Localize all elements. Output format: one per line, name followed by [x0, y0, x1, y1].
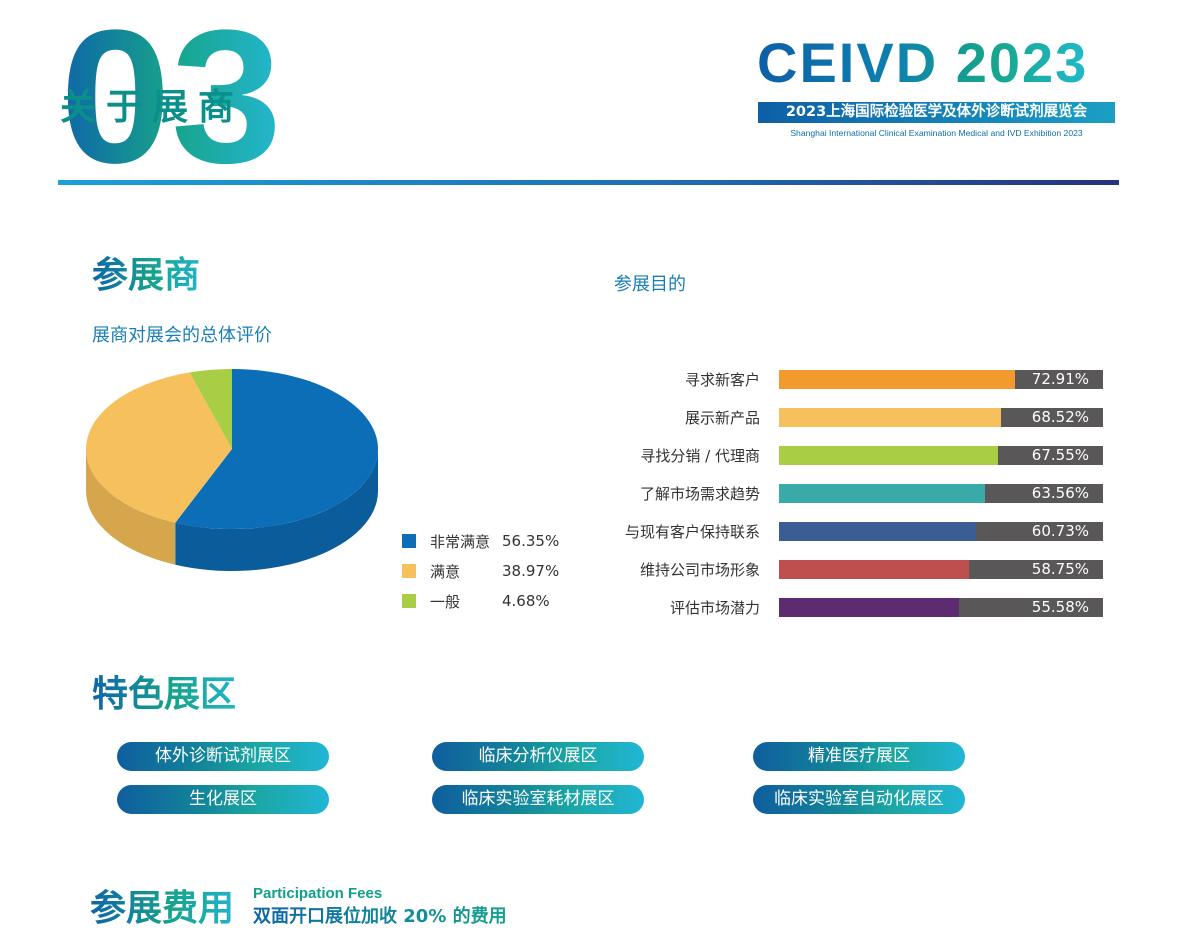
bar-category-label: 与现有客户保持联系 — [624, 523, 760, 541]
legend-value: 38.97% — [502, 562, 560, 580]
bar-fill — [779, 560, 970, 579]
bar-fill — [779, 522, 976, 541]
zone-biochemistry: 生化展区 — [117, 785, 329, 814]
header-divider — [58, 180, 1119, 185]
bar-fill — [779, 446, 998, 465]
bar-track: 68.52% — [779, 408, 1103, 427]
pie-side-0 — [175, 449, 378, 571]
bar-track: 63.56% — [779, 484, 1103, 503]
bar-category-label: 寻找分销 / 代理商 — [640, 447, 760, 465]
legend-swatch — [402, 564, 416, 578]
zones-heading: 特色展区 — [92, 665, 236, 717]
bar-category-label: 展示新产品 — [684, 409, 760, 427]
pie-legend-item: 非常满意 56.35% — [402, 531, 559, 551]
legend-swatch — [402, 534, 416, 548]
fees-note: 双面开口展位加收 20% 的费用 — [253, 902, 507, 928]
pie-legend-item: 一般 4.68% — [402, 591, 550, 611]
bar-category-label: 寻求新客户 — [684, 371, 760, 389]
bar-track: 72.91% — [779, 370, 1103, 389]
bar-track: 58.75% — [779, 560, 1103, 579]
bar-value-label: 72.91% — [1031, 370, 1089, 388]
bar-track: 67.55% — [779, 446, 1103, 465]
bar-value-label: 58.75% — [1031, 560, 1089, 578]
legend-label: 满意 — [430, 562, 461, 581]
bar-value-label: 67.55% — [1031, 446, 1089, 464]
bar-fill — [779, 598, 960, 617]
bar-category-label: 维持公司市场形象 — [639, 561, 760, 579]
brand-logo: CEIVD 2023 — [757, 31, 1089, 94]
fees-heading: 参展费用 — [90, 879, 234, 931]
legend-value: 4.68% — [502, 592, 550, 610]
bar-category-label: 评估市场潜力 — [669, 599, 760, 617]
zone-lab-automation: 临床实验室自动化展区 — [753, 785, 965, 814]
bar-value-label: 55.58% — [1031, 598, 1089, 616]
pie-slice-0 — [175, 369, 378, 529]
zone-clinical-analyzers: 临床分析仪展区 — [432, 742, 644, 771]
pie-slice-2 — [189, 369, 232, 449]
brand-english-name: Shanghai International Clinical Examinat… — [790, 128, 1083, 138]
bar-value-label: 60.73% — [1031, 522, 1089, 540]
legend-swatch — [402, 594, 416, 608]
pie-side-1 — [86, 449, 176, 565]
section-title: 关于展商 — [60, 87, 245, 128]
bar-value-label: 63.56% — [1031, 484, 1089, 502]
rating-subtitle: 展商对展会的总体评价 — [92, 325, 272, 346]
pie-legend-item: 满意 38.97% — [402, 561, 559, 581]
satisfaction-pie-chart — [85, 369, 378, 571]
exhibitors-heading: 参展商 — [92, 246, 200, 298]
zone-precision-medicine: 精准医疗展区 — [753, 742, 965, 771]
legend-label: 一般 — [430, 592, 461, 611]
section-number: 03 — [60, 10, 282, 180]
legend-label: 非常满意 — [430, 532, 491, 551]
bar-fill — [779, 370, 1016, 389]
bar-value-label: 68.52% — [1031, 408, 1089, 426]
zone-ivd-reagents: 体外诊断试剂展区 — [117, 742, 329, 771]
legend-value: 56.35% — [502, 532, 560, 550]
bar-fill — [779, 484, 985, 503]
bar-fill — [779, 408, 1001, 427]
bar-track: 60.73% — [779, 522, 1103, 541]
fees-english-title: Participation Fees — [253, 885, 383, 902]
purpose-subtitle: 参展目的 — [614, 274, 686, 295]
bar-category-label: 了解市场需求趋势 — [639, 485, 760, 503]
bar-track: 55.58% — [779, 598, 1103, 617]
brand-chinese-name: 2023上海国际检验医学及体外诊断试剂展览会 — [758, 102, 1115, 123]
zone-lab-consumables: 临床实验室耗材展区 — [432, 785, 644, 814]
section-number-graphic: 03 — [60, 10, 282, 180]
pie-slice-1 — [85, 372, 233, 523]
